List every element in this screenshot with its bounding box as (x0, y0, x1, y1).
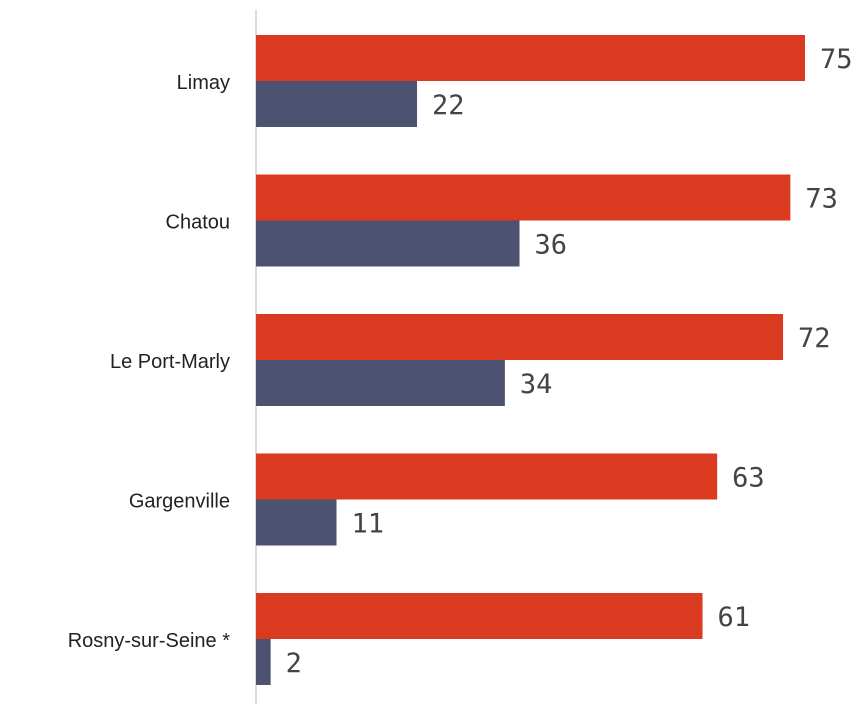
data-label: 2 (286, 648, 302, 679)
bar (256, 220, 520, 267)
data-label: 11 (352, 509, 385, 540)
category-label: Gargenville (129, 491, 230, 513)
data-label: 63 (732, 463, 765, 494)
bar (256, 314, 784, 360)
data-label: 34 (520, 369, 553, 400)
bar (256, 35, 805, 81)
data-label: 36 (535, 230, 568, 261)
bar (256, 639, 271, 685)
category-label: Rosny-sur-Seine * (68, 630, 231, 652)
data-label: 72 (798, 323, 831, 354)
data-label: 73 (805, 184, 838, 215)
category-label: Limay (177, 72, 230, 94)
data-label: 75 (820, 44, 853, 75)
data-label: 61 (718, 602, 751, 633)
labels-layer: Limay 75 22 Chatou 73 36 Le Port-Marly 72 34 Garg… (68, 44, 853, 679)
data-label: 22 (432, 90, 465, 121)
bar (256, 453, 718, 500)
bars-layer (256, 35, 805, 685)
category-label: Le Port-Marly (110, 351, 230, 373)
bar (256, 593, 703, 639)
category-label: Chatou (166, 212, 231, 234)
bar (256, 174, 791, 221)
bar (256, 499, 337, 546)
bar (256, 360, 505, 406)
bar (256, 81, 418, 127)
